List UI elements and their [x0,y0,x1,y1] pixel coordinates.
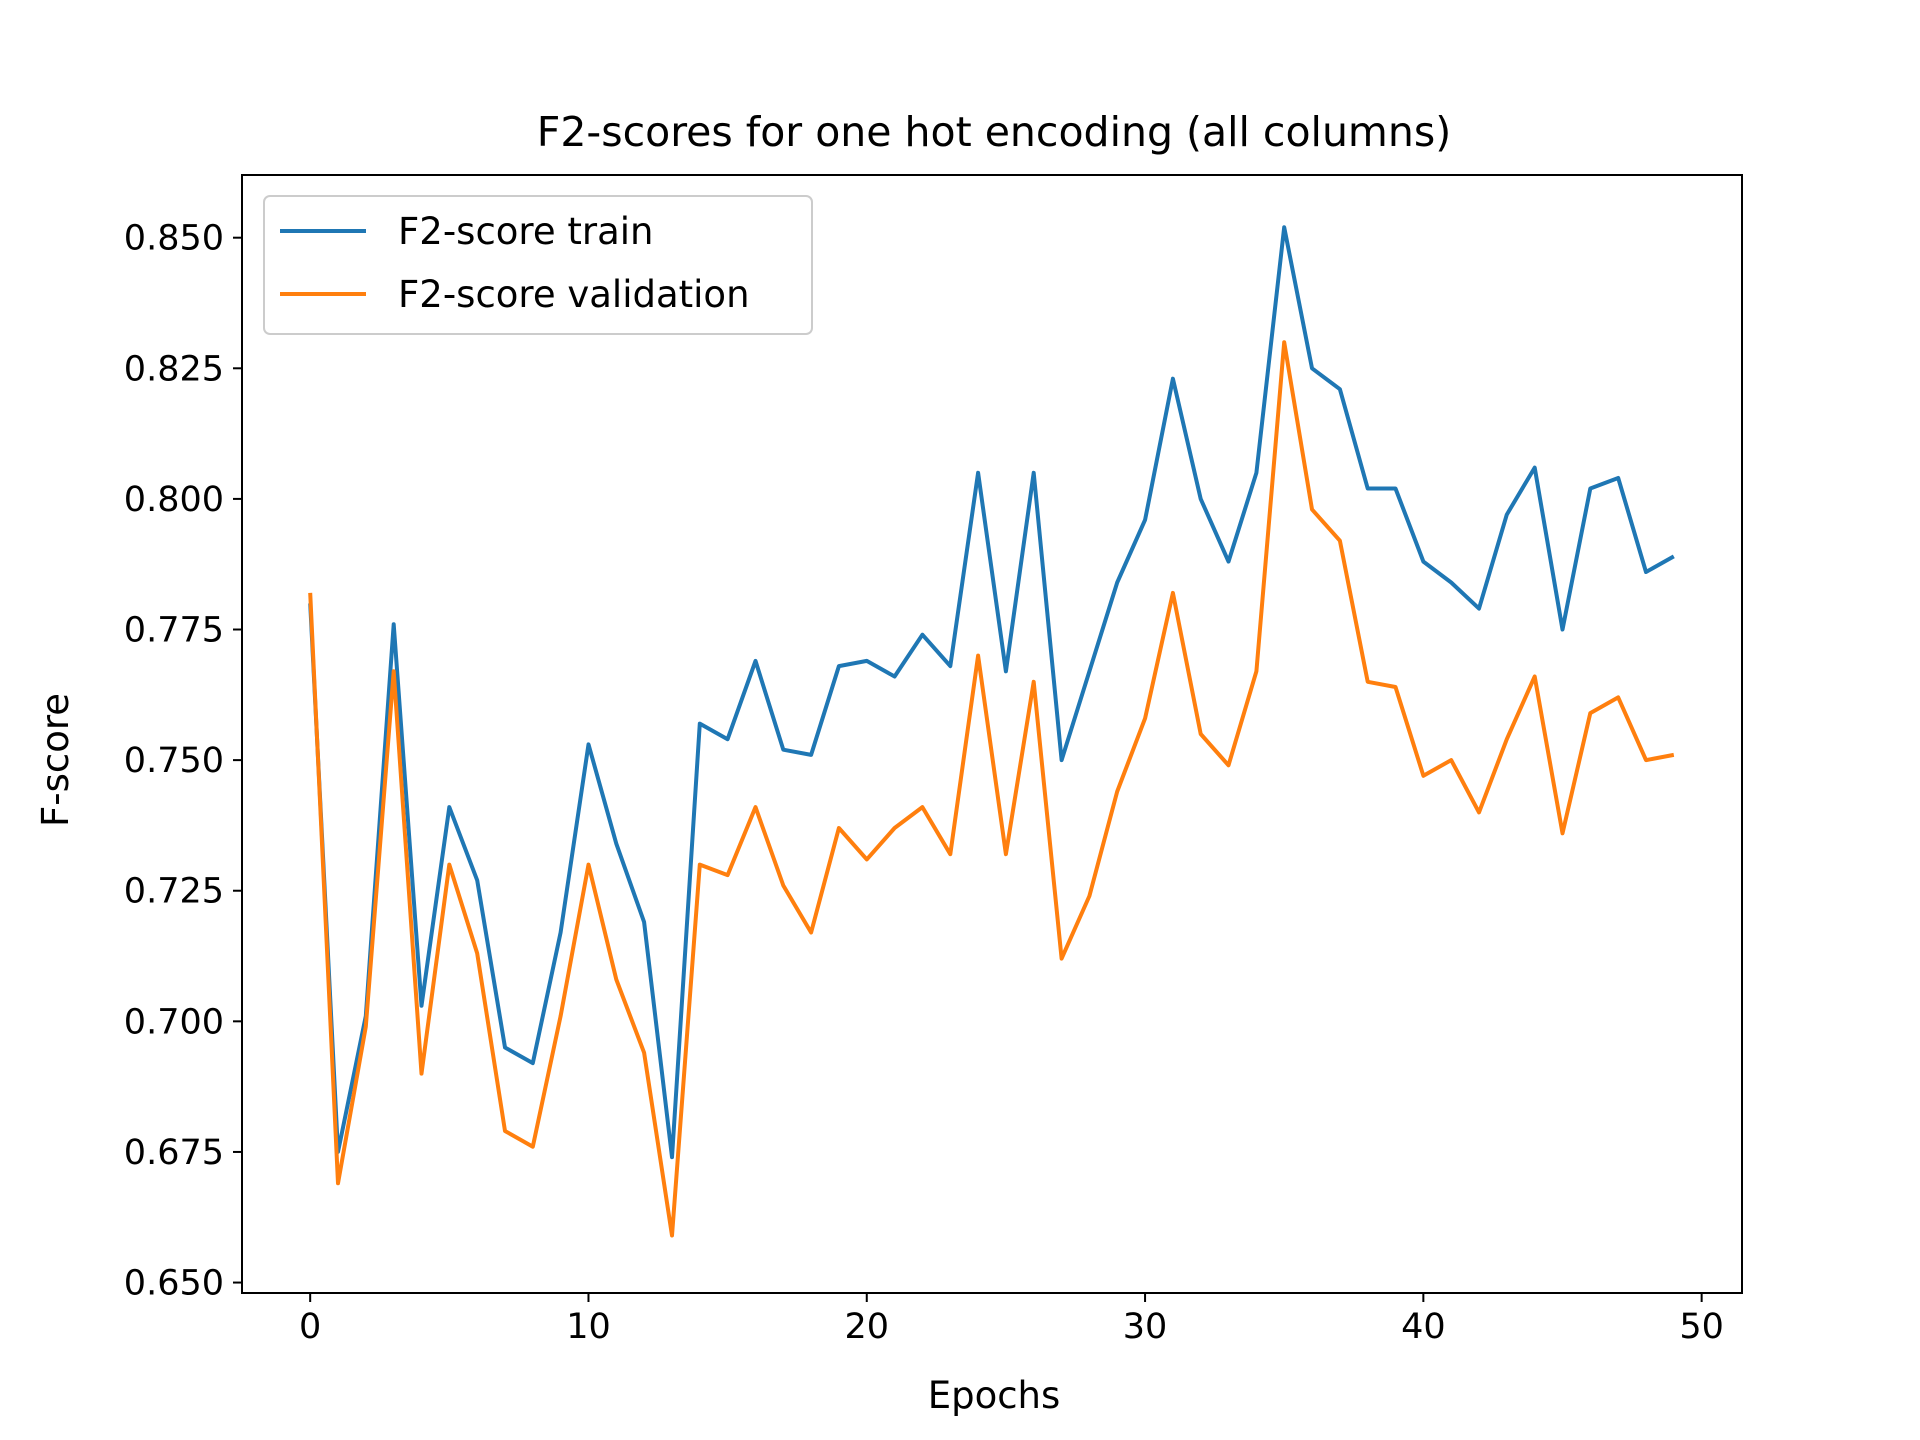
y-tick-label: 0.750 [124,741,224,781]
series-line-train [308,225,1675,1160]
series-line-validation [308,340,1675,1238]
chart-title: F2-scores for one hot encoding (all colu… [537,108,1451,156]
legend-label-validation: F2-score validation [398,273,750,316]
series-layer [308,225,1675,1238]
y-tick-label: 0.775 [124,611,224,651]
y-axis-label: F-score [34,693,77,827]
y-tick-label: 0.650 [124,1264,224,1304]
x-tick-label: 30 [1123,1307,1168,1347]
y-tick-label: 0.850 [124,219,224,259]
x-axis: 0 10 20 30 40 50 [299,1293,1724,1347]
x-tick-label: 50 [1679,1307,1724,1347]
legend: F2-score train F2-score validation [263,195,813,335]
plot-area-frame [241,174,1743,1294]
legend-box [263,195,813,335]
x-axis-label: Epochs [928,1374,1061,1417]
x-tick-label: 40 [1401,1307,1446,1347]
y-tick-label: 0.675 [124,1133,224,1173]
y-tick-label: 0.825 [124,349,224,389]
y-tick-label: 0.800 [124,480,224,520]
legend-label-train: F2-score train [398,210,653,253]
y-axis: 0.650 0.675 0.700 0.725 0.750 0.775 0.800 0.825… [124,219,242,1304]
y-tick-label: 0.700 [124,1002,224,1042]
x-tick-label: 10 [566,1307,611,1347]
x-tick-label: 0 [299,1307,321,1347]
y-tick-label: 0.725 [124,872,224,912]
x-tick-label: 20 [844,1307,889,1347]
